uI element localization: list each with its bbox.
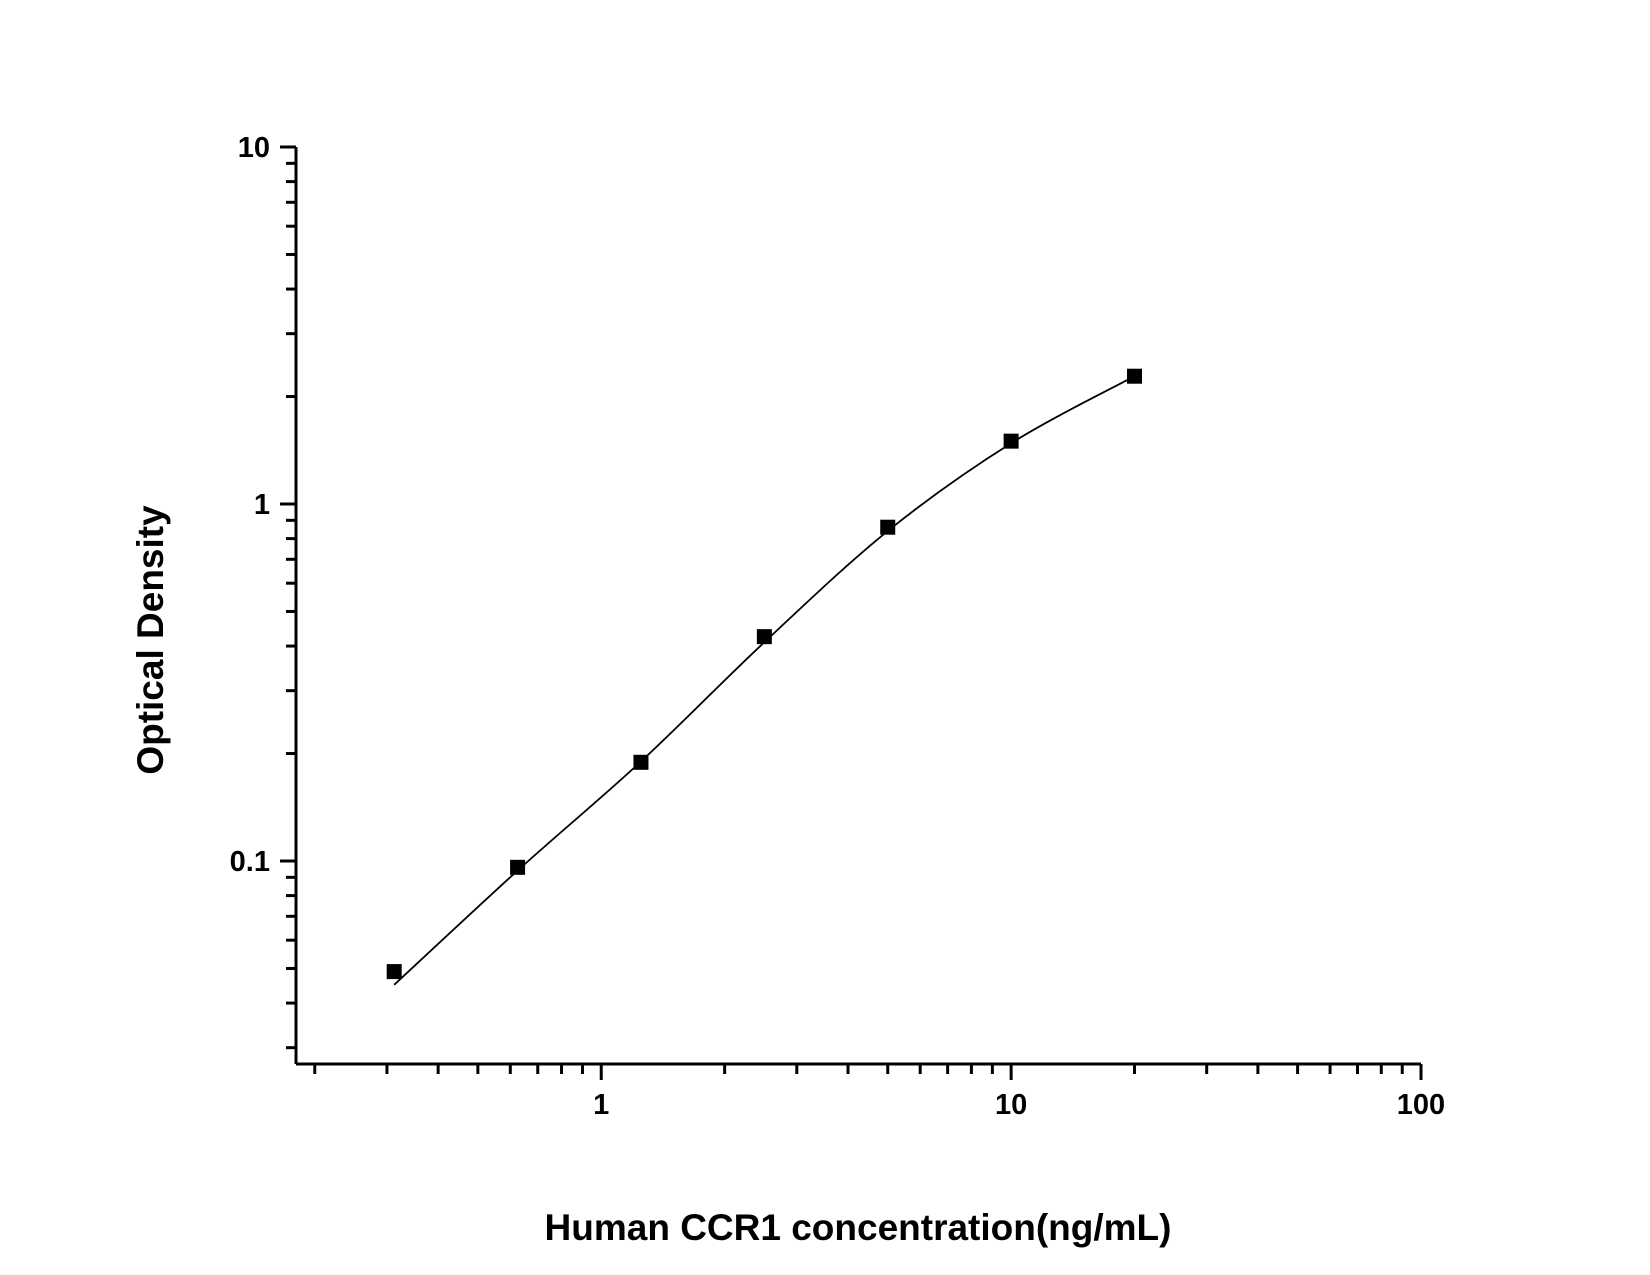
y-tick-label: 0.1: [230, 846, 270, 878]
x-tick-label: 1: [593, 1089, 609, 1121]
data-point: [880, 519, 896, 535]
x-tick-label: 100: [1397, 1089, 1445, 1121]
x-axis-title: Human CCR1 concentration(ng/mL): [545, 1207, 1172, 1248]
data-points: [386, 368, 1143, 980]
y-tick-label: 10: [238, 132, 270, 164]
fit-curve: [393, 375, 1135, 986]
data-point: [1003, 433, 1019, 449]
data-point: [1127, 368, 1143, 384]
data-point: [756, 629, 772, 645]
data-point: [510, 859, 526, 875]
y-tick-label: 1: [254, 489, 270, 521]
y-axis-title: Optical Density: [130, 505, 171, 775]
x-tick-label: 10: [995, 1089, 1027, 1121]
data-point: [386, 964, 402, 980]
data-point: [633, 754, 649, 770]
axes: 1 10 100 0.1 1 10: [230, 132, 1446, 1121]
